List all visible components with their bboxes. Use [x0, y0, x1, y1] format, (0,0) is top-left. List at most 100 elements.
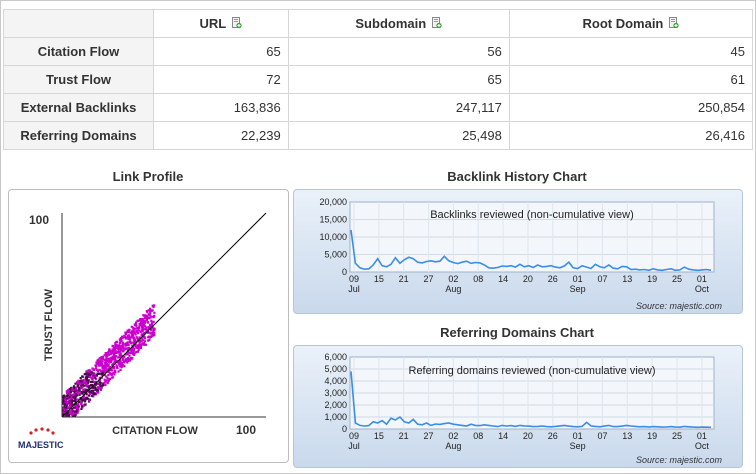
heatmap-cell: [105, 362, 108, 365]
spreadsheet-export-icon[interactable]: [232, 17, 242, 29]
heatmap-cell: [114, 346, 117, 349]
heatmap-cell: [113, 354, 117, 357]
heatmap-cell: [151, 331, 154, 334]
heatmap-cell: [88, 384, 91, 388]
logo-text: MAJESTIC: [18, 440, 64, 450]
x-tick-day: 14: [498, 274, 508, 284]
heatmap-cell: [103, 354, 106, 357]
heatmap-cell: [91, 380, 94, 383]
heatmap-cell: [144, 325, 147, 328]
heatmap-cell: [123, 355, 126, 358]
heatmap-cell: [74, 413, 77, 416]
heatmap-cell: [150, 335, 153, 338]
x-tick-day: 21: [399, 431, 409, 441]
heatmap-cell: [92, 374, 95, 377]
heatmap-cell: [138, 336, 141, 339]
heatmap-cell: [92, 389, 95, 392]
heatmap-cell: [92, 368, 95, 371]
heatmap-cell: [84, 384, 87, 387]
heatmap-cell: [89, 380, 92, 383]
x-tick-day: 19: [647, 274, 657, 284]
heatmap-cell: [126, 341, 129, 344]
heatmap-cell: [62, 402, 65, 405]
heatmap-cell: [106, 354, 109, 358]
heatmap-cell: [150, 322, 153, 325]
x-tick-day: 25: [672, 274, 682, 284]
heatmap-cell: [147, 336, 150, 339]
heatmap-cell: [146, 311, 149, 314]
heatmap-cell: [150, 328, 153, 332]
heatmap-cell: [124, 337, 127, 340]
x-tick-month: Oct: [695, 284, 710, 294]
heatmap-cell: [151, 333, 154, 336]
heatmap-cell: [100, 384, 103, 387]
heatmap-cell: [125, 347, 128, 350]
heatmap-cell: [127, 343, 130, 346]
heatmap-cell: [129, 342, 132, 345]
heatmap-cell: [87, 386, 90, 389]
heatmap-cell: [103, 370, 106, 373]
heatmap-cell: [65, 404, 68, 407]
heatmap-cell: [101, 366, 104, 369]
heatmap-cell: [135, 321, 138, 324]
heatmap-cell: [101, 356, 104, 359]
heatmap-cell: [118, 362, 121, 365]
heatmap-cell: [110, 356, 113, 359]
logo-star: [29, 431, 33, 435]
heatmap-cell: [63, 405, 66, 408]
flow-metrics-table: URL Subdomain Root Domain Citation Flow …: [3, 9, 754, 150]
x-tick-day: 26: [548, 431, 558, 441]
heatmap-cell: [94, 367, 97, 370]
spreadsheet-export-icon[interactable]: [669, 17, 679, 29]
backlinks-series-line: [350, 229, 712, 272]
heatmap-cell: [122, 350, 125, 353]
heatmap-cell: [72, 385, 76, 388]
heatmap-cell: [107, 363, 110, 366]
heatmap-cell: [108, 371, 111, 374]
heatmap-cell: [68, 396, 71, 399]
heatmap-cell: [122, 364, 125, 367]
heatmap-cell: [97, 358, 100, 361]
heatmap-cell: [74, 395, 77, 398]
heatmap-cell: [72, 388, 75, 391]
heatmap-cell: [112, 367, 115, 370]
heatmap-cell: [86, 370, 89, 374]
heatmap-cell: [132, 350, 135, 353]
heatmap-cell: [96, 359, 99, 363]
heatmap-cell: [133, 330, 136, 333]
heatmap-cell: [73, 387, 76, 390]
heatmap-cell: [114, 371, 117, 374]
heatmap-cell: [103, 368, 106, 371]
heatmap-cell: [67, 412, 71, 415]
heatmap-cell: [66, 394, 69, 397]
heatmap-cell: [138, 325, 141, 328]
majestic-logo: MAJESTIC: [18, 427, 64, 450]
heatmap-cell: [147, 339, 150, 342]
row-label: Referring Domains: [3, 121, 154, 150]
heatmap-cell: [132, 346, 135, 349]
heatmap-cell: [74, 388, 77, 391]
heatmap-cell: [82, 379, 85, 382]
heatmap-cell: [107, 367, 110, 371]
spreadsheet-export-icon[interactable]: [432, 17, 442, 29]
heatmap-cell: [142, 314, 145, 317]
y-tick-label: 1,000: [324, 412, 347, 422]
heatmap-cell: [123, 365, 126, 368]
heatmap-cell: [146, 321, 149, 324]
heatmap-cell: [134, 327, 137, 330]
heatmap-cell: [88, 369, 91, 372]
link-profile-panel: 100 100 TRUST FLOW CITATION FLOW MAJESTI…: [8, 189, 289, 463]
y-tick-label: 0: [342, 424, 347, 434]
heatmap-cell: [128, 340, 131, 343]
heatmap-cell: [136, 345, 139, 348]
heatmap-cell: [74, 410, 77, 413]
heatmap-cell: [70, 409, 73, 412]
heatmap-cell: [150, 319, 153, 322]
heatmap-cell: [131, 352, 135, 356]
heatmap-cell: [133, 332, 137, 335]
heatmap-cell: [98, 387, 101, 390]
heatmap-cell: [63, 414, 67, 417]
heatmap-cell: [98, 360, 101, 363]
heatmap-cell: [144, 320, 147, 323]
row-label: Trust Flow: [3, 65, 154, 94]
